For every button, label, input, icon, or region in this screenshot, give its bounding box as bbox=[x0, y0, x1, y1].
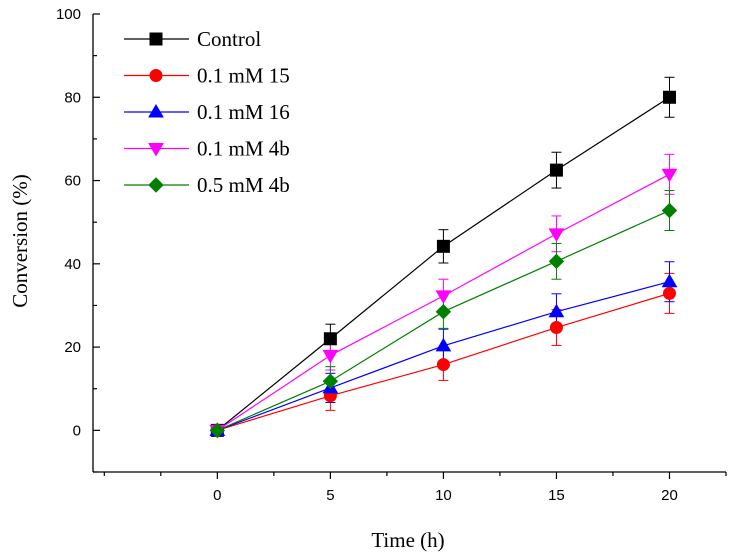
series-2-point bbox=[549, 321, 563, 335]
legend-marker bbox=[149, 32, 163, 46]
legend-label: 0.1 mM 15 bbox=[197, 64, 290, 88]
series-5-point bbox=[209, 422, 226, 439]
x-axis-title: Time (h) bbox=[371, 528, 444, 552]
axes: 0 20 40 60 80 100 0 5 10 15 20 bbox=[56, 6, 727, 504]
legend-label: Control bbox=[197, 27, 261, 51]
series-1-point bbox=[436, 239, 450, 253]
series-5-point bbox=[548, 253, 565, 270]
series-4-point bbox=[435, 290, 452, 304]
series-4-point bbox=[548, 228, 565, 242]
series-2-point bbox=[662, 286, 676, 300]
x-tick-label: 5 bbox=[326, 487, 334, 504]
plot-area bbox=[209, 76, 678, 439]
series-5-point bbox=[435, 303, 452, 320]
series-3-point bbox=[661, 273, 678, 288]
y-tick-label: 80 bbox=[64, 89, 81, 106]
y-tick-label: 60 bbox=[64, 173, 81, 190]
legend-marker bbox=[148, 104, 164, 118]
series-1-point bbox=[323, 332, 337, 346]
y-tick-label: 100 bbox=[56, 6, 81, 23]
series-5-point bbox=[322, 373, 339, 389]
legend: Control 0.1 mM 15 0.1 mM 16 0.1 mM 4b 0.5 mM… bbox=[124, 27, 290, 197]
series-1-point bbox=[662, 90, 676, 104]
legend-label: 0.1 mM 4b bbox=[197, 137, 290, 161]
x-tick-label: 0 bbox=[213, 487, 221, 504]
y-tick-label: 40 bbox=[64, 256, 81, 273]
series-3-point bbox=[435, 337, 452, 352]
legend-marker bbox=[148, 143, 164, 157]
series-3-point bbox=[548, 303, 565, 318]
y-tick-label: 0 bbox=[73, 422, 81, 439]
y-axis-title: Conversion (%) bbox=[8, 174, 32, 308]
x-tick-label: 10 bbox=[435, 487, 452, 504]
series-5-point bbox=[661, 202, 678, 219]
x-tick-label: 20 bbox=[661, 487, 678, 504]
legend-label: 0.5 mM 4b bbox=[197, 173, 290, 197]
series-2-point bbox=[436, 358, 450, 372]
series-4-point bbox=[661, 168, 678, 183]
legend-marker bbox=[148, 177, 164, 193]
legend-label: 0.1 mM 16 bbox=[197, 100, 290, 124]
legend-marker bbox=[149, 69, 163, 82]
series-4-point bbox=[322, 349, 339, 364]
x-tick-label: 15 bbox=[548, 487, 565, 504]
series-1-point bbox=[549, 163, 563, 177]
y-tick-label: 20 bbox=[64, 339, 81, 356]
